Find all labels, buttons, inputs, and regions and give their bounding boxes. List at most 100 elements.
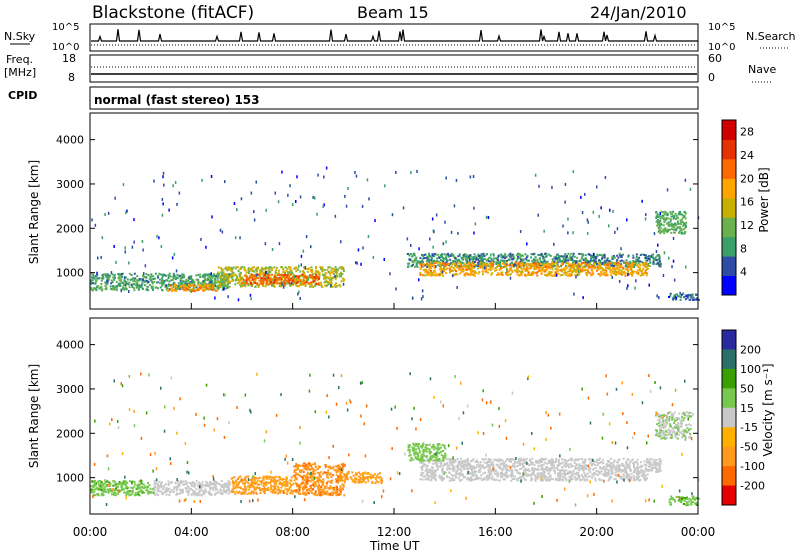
power-cell-5	[579, 264, 582, 267]
power-cell-0	[152, 278, 155, 280]
vel-cell-0	[94, 494, 97, 497]
power-cell-5	[511, 265, 513, 268]
noise-right-tick-bottom: 10^0	[708, 42, 735, 53]
power-scatter	[612, 209, 614, 213]
vel-cell-4	[355, 473, 358, 476]
power-cell-0	[92, 274, 95, 277]
power-cell-2	[279, 283, 282, 286]
power-scatter	[236, 208, 238, 212]
vel-cell-3	[307, 467, 310, 469]
power-cell-4	[412, 254, 414, 257]
power-cell-5	[509, 267, 511, 270]
power-cell-7	[680, 293, 683, 296]
power-scatter	[271, 248, 274, 251]
vel-cell-3	[296, 485, 299, 488]
vel-cell-0	[140, 482, 143, 485]
vel-cell-3	[311, 475, 314, 478]
power-cell-2	[229, 275, 232, 278]
power-scatter	[240, 197, 243, 201]
power-cell-0	[134, 283, 137, 286]
vel-cell-2	[268, 475, 271, 478]
power-cell-4	[527, 259, 530, 262]
vel-cell-2	[262, 490, 265, 493]
power-cell-5	[495, 269, 498, 272]
vel-cell-3	[334, 469, 337, 471]
power-cell-4	[640, 253, 643, 256]
power-cell-3	[256, 282, 259, 285]
power-cell-6	[659, 220, 662, 222]
power-cell-2	[335, 276, 338, 279]
power-cell-1	[202, 286, 205, 289]
vel-cell-3	[325, 485, 328, 488]
power-cell-3	[274, 281, 277, 284]
power-cell-0	[120, 272, 123, 275]
power-cell-1	[211, 286, 214, 289]
power-cell-5	[473, 263, 476, 266]
vel-cell-3	[319, 465, 321, 468]
power-cell-0	[140, 284, 143, 287]
power-cell-2	[250, 269, 253, 272]
power-scatter	[384, 184, 386, 188]
power-cell-5	[554, 268, 557, 270]
power-cell-7	[679, 298, 682, 301]
vel-cell-4	[367, 472, 370, 475]
power-scatter	[572, 231, 574, 235]
power-cell-5	[570, 267, 573, 270]
vel-cell-0	[131, 489, 134, 492]
power-cell-2	[219, 285, 222, 288]
power-cell-6	[667, 229, 670, 232]
power-scatter	[168, 208, 170, 212]
power-cell-7	[693, 299, 695, 301]
power-cell-2	[235, 275, 238, 278]
vel-cell-3	[301, 486, 304, 489]
power-scatter	[144, 264, 147, 268]
power-scatter	[302, 249, 305, 253]
vel-cell-0	[110, 490, 113, 493]
power-cell-3	[260, 276, 263, 279]
vel-cell-2	[278, 483, 281, 485]
power-cell-5	[588, 272, 591, 275]
power-cell-5	[561, 274, 564, 276]
power-cell-0	[204, 279, 207, 281]
vel-cell-2	[257, 477, 260, 480]
power-scatter	[115, 260, 117, 264]
vel-cell-3	[320, 486, 323, 488]
power-cell-2	[260, 269, 263, 272]
vel-cell-4	[368, 476, 371, 478]
power-cell-0	[182, 276, 185, 279]
power-cell-0	[149, 279, 152, 282]
power-cell-5	[612, 272, 615, 274]
vel-cell-0	[124, 486, 127, 489]
power-cell-3	[309, 281, 312, 284]
power-scatter	[162, 171, 165, 175]
power-cell-0	[214, 274, 217, 277]
power-cell-2	[324, 280, 327, 283]
vel-cell-0	[113, 493, 116, 496]
vel-cell-3	[312, 488, 315, 490]
power-cell-5	[524, 264, 526, 267]
vel-cell-3	[311, 473, 314, 476]
vel-cell-4	[377, 476, 380, 479]
power-cell-2	[326, 268, 329, 271]
power-cell-5	[536, 266, 539, 268]
vel-cell-3	[309, 480, 312, 483]
power-cell-5	[425, 268, 428, 271]
power-cell-3	[284, 278, 287, 281]
vel-cell-0	[115, 487, 118, 490]
power-cell-0	[176, 277, 179, 280]
power-scatter	[123, 276, 126, 280]
power-cell-0	[164, 279, 167, 282]
power-cell-1	[211, 285, 214, 288]
power-cell-3	[280, 278, 283, 280]
vel-cell-1	[212, 483, 215, 486]
power-cell-4	[523, 261, 526, 264]
power-cell-2	[218, 281, 221, 284]
power-cell-6	[679, 222, 681, 225]
power-cell-2	[334, 277, 337, 280]
vel-cell-2	[257, 487, 260, 489]
vel-cell-3	[337, 476, 340, 479]
power-cell-5	[434, 262, 437, 265]
power-scatter	[473, 206, 475, 210]
power-cell-2	[247, 272, 250, 275]
power-cell-6	[680, 232, 683, 235]
